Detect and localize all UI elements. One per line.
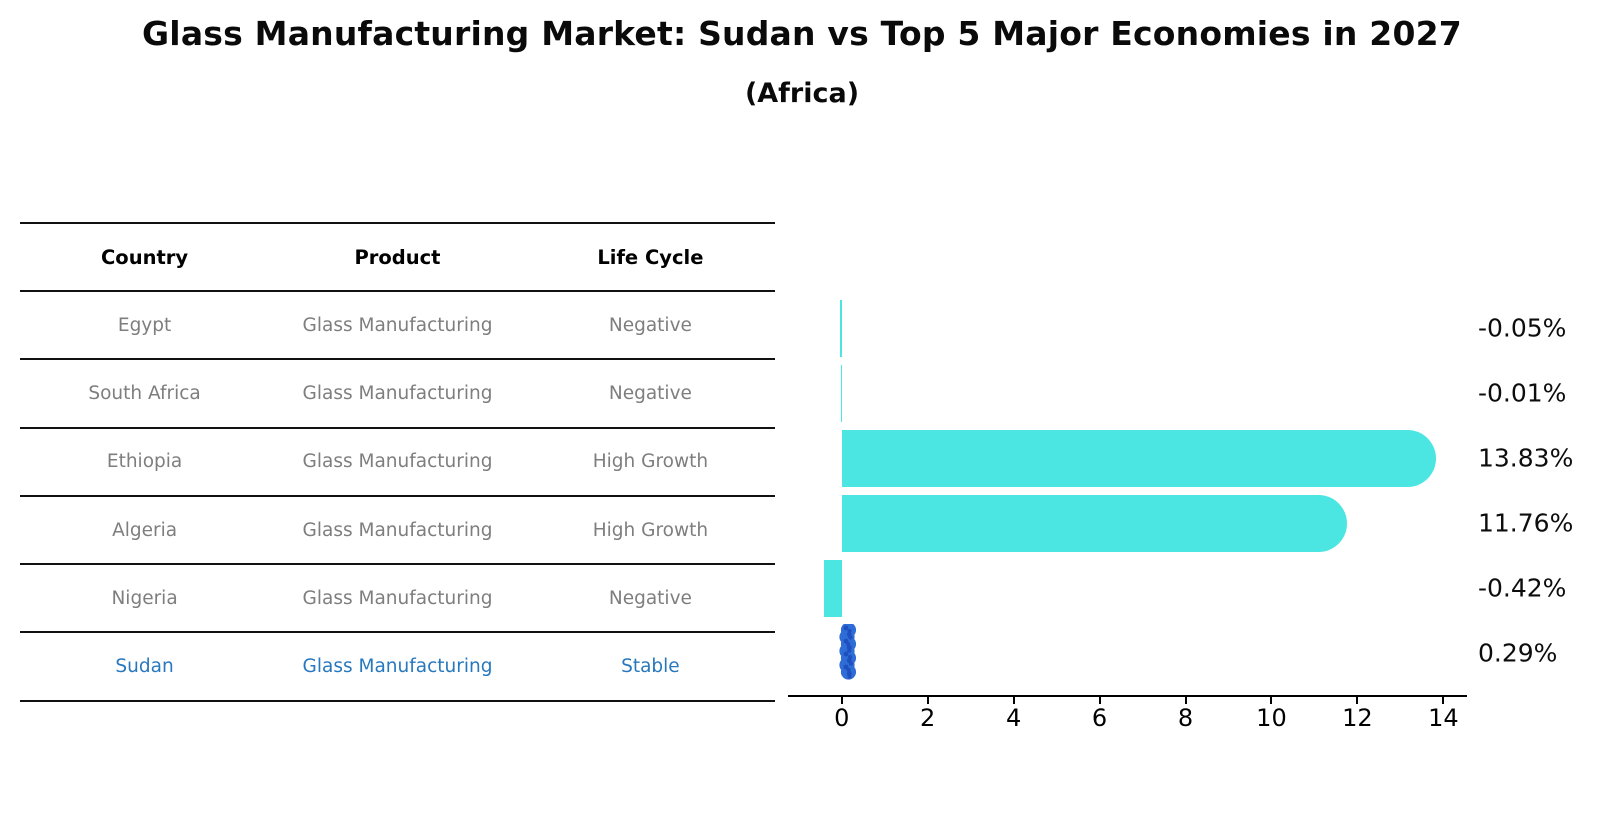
- x-axis-tick: [1270, 695, 1273, 704]
- cell-country: South Africa: [88, 382, 201, 404]
- x-axis-tick-label: 6: [1091, 704, 1108, 732]
- cell-life-cycle: High Growth: [592, 451, 709, 473]
- x-axis-tick: [926, 695, 929, 704]
- bar-ethiopia: [841, 429, 1437, 487]
- bar-sudan-highlight: [839, 622, 856, 686]
- cell-life-cycle: Negative: [608, 314, 692, 336]
- table-row-egypt: Egypt Glass Manufacturing Negative: [20, 292, 775, 361]
- x-axis-tick: [1184, 695, 1187, 704]
- cell-life-cycle: Stable: [621, 656, 680, 678]
- cell-country: Nigeria: [111, 587, 178, 609]
- table-row-south-africa: South Africa Glass Manufacturing Negative: [20, 360, 775, 429]
- cell-country: Ethiopia: [106, 451, 183, 473]
- country-table: Country Product Life Cycle Egypt Glass Ma…: [20, 222, 775, 702]
- cell-country: Sudan: [115, 656, 174, 678]
- cell-product: Glass Manufacturing: [302, 519, 493, 541]
- bar-egypt: [839, 299, 842, 357]
- table-row-sudan: Sudan Glass Manufacturing Stable: [20, 633, 775, 702]
- column-header-country: Country: [101, 245, 189, 269]
- column-header-product: Product: [354, 245, 441, 269]
- table-row-ethiopia: Ethiopia Glass Manufacturing High Growth: [20, 429, 775, 497]
- cell-country: Egypt: [117, 314, 172, 336]
- bar-south-africa: [841, 364, 842, 422]
- cell-country: Algeria: [112, 519, 178, 541]
- x-axis-tick-label: 0: [834, 704, 850, 732]
- x-axis-tick-label: 8: [1177, 704, 1194, 732]
- x-axis-tick-label: 12: [1342, 704, 1373, 732]
- bar-chart-plot-area: [788, 290, 1467, 697]
- table-header-row: Country Product Life Cycle: [20, 224, 775, 292]
- bar-algeria: [841, 494, 1348, 552]
- cell-life-cycle: Negative: [608, 382, 692, 404]
- table-row-algeria: Algeria Glass Manufacturing High Growth: [20, 497, 775, 566]
- cell-product: Glass Manufacturing: [302, 656, 493, 678]
- chart-title: Glass Manufacturing Market: Sudan vs Top…: [142, 14, 1462, 53]
- x-axis-tick-label: 2: [920, 704, 936, 732]
- x-axis-tick-label: 4: [1005, 704, 1022, 732]
- bar-nigeria: [823, 559, 842, 617]
- x-axis-tick-label: 10: [1256, 704, 1287, 732]
- value-label-ethiopia: 13.83%: [1478, 443, 1574, 473]
- x-axis-tick: [1356, 695, 1359, 704]
- value-label-egypt: -0.05%: [1478, 313, 1567, 343]
- value-label-sudan: 0.29%: [1478, 638, 1558, 668]
- x-axis-tick: [840, 695, 843, 704]
- cell-product: Glass Manufacturing: [302, 587, 493, 609]
- cell-product: Glass Manufacturing: [302, 451, 493, 473]
- chart-subtitle: (Africa): [744, 78, 860, 109]
- cell-product: Glass Manufacturing: [302, 314, 493, 336]
- x-axis-tick: [1098, 695, 1101, 704]
- value-label-south-africa: -0.01%: [1478, 378, 1567, 408]
- column-header-life-cycle: Life Cycle: [597, 245, 704, 269]
- x-axis-tick: [1012, 695, 1015, 704]
- cell-life-cycle: Negative: [608, 587, 692, 609]
- cell-product: Glass Manufacturing: [302, 382, 493, 404]
- x-axis-tick: [1442, 695, 1445, 704]
- value-label-nigeria: -0.42%: [1478, 573, 1567, 603]
- value-label-algeria: 11.76%: [1478, 508, 1574, 538]
- x-axis-tick-label: 14: [1428, 704, 1459, 732]
- cell-life-cycle: High Growth: [592, 519, 709, 541]
- table-row-nigeria: Nigeria Glass Manufacturing Negative: [20, 565, 775, 634]
- table-body: Egypt Glass Manufacturing Negative South Af…: [20, 292, 775, 702]
